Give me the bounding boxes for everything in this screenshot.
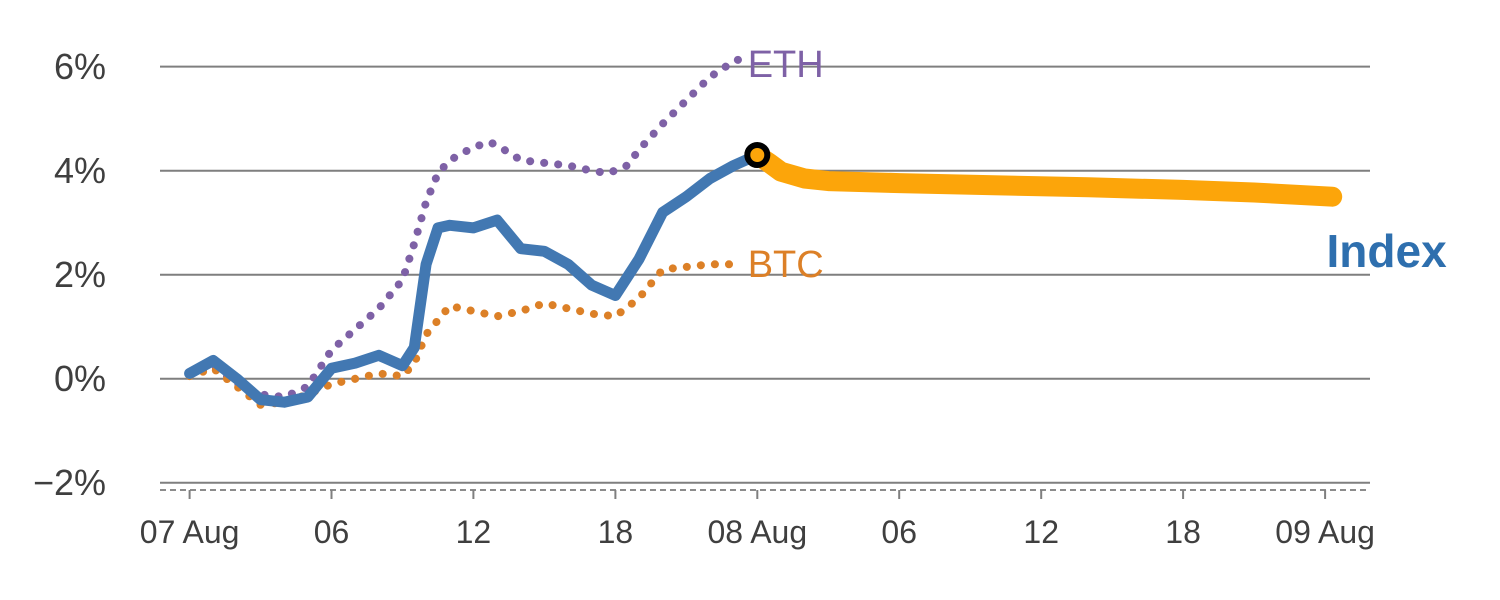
series-label-index: Index [1327, 225, 1448, 277]
x-axis-label: 06 [314, 514, 350, 550]
x-axis-label: 06 [881, 514, 917, 550]
x-axis-label: 09 Aug [1275, 514, 1375, 550]
x-axis-label: 08 Aug [707, 514, 807, 550]
y-axis-label: 2% [54, 254, 106, 295]
current-point-marker [744, 142, 771, 168]
y-axis-label: 6% [54, 46, 106, 87]
x-axis-label: 18 [598, 514, 634, 550]
series-line-btc [185, 260, 745, 409]
series-label-btc: BTC [748, 244, 824, 286]
x-axis-label: 12 [456, 514, 492, 550]
x-axis-label: 12 [1023, 514, 1059, 550]
x-axis-label: 18 [1165, 514, 1201, 550]
y-axis-label: 4% [54, 150, 106, 191]
y-axis-label: 0% [54, 358, 106, 399]
y-axis-label: −2% [33, 462, 106, 503]
x-axis-label: 07 Aug [140, 514, 240, 550]
series-label-eth: ETH [748, 44, 824, 86]
series-line-index-forecast [747, 145, 1343, 207]
series-line-index [184, 149, 763, 408]
